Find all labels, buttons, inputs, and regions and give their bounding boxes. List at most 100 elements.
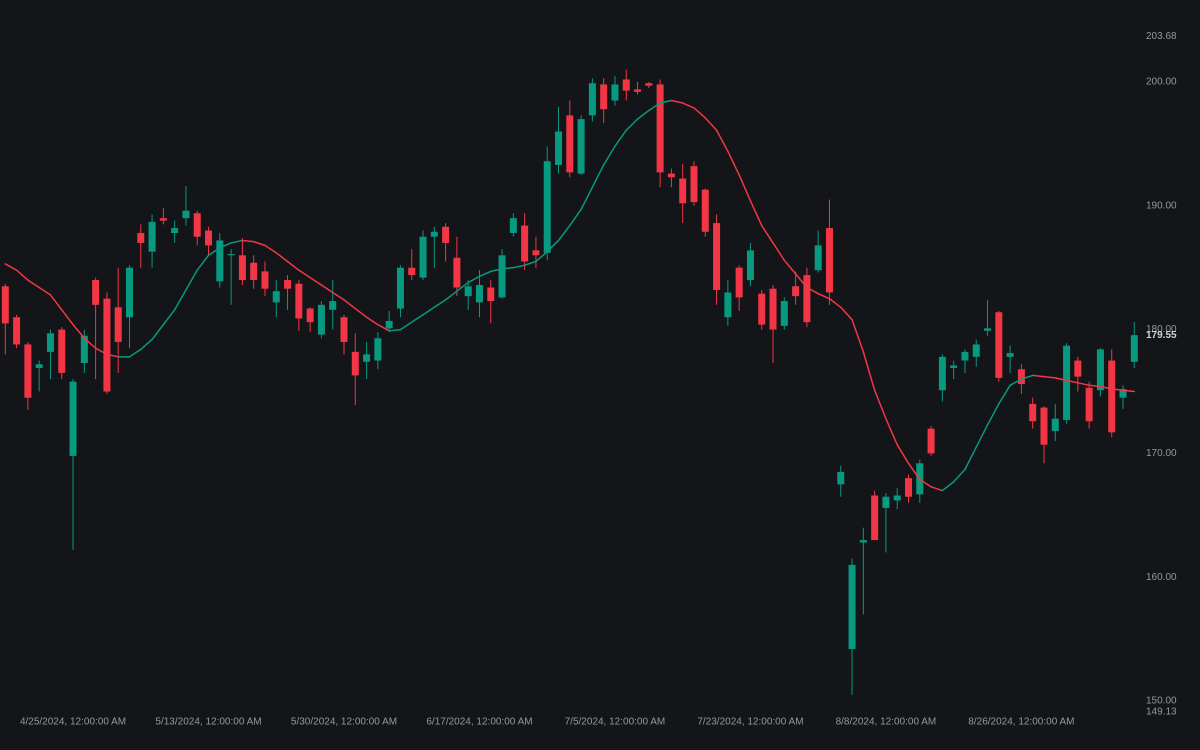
moving-average-segment	[659, 99, 673, 104]
candle-body	[938, 356, 946, 391]
moving-average-segment	[523, 260, 537, 266]
candle-body	[148, 221, 156, 252]
candle-body	[622, 79, 630, 91]
candle-body	[984, 328, 992, 331]
candle-body	[859, 540, 867, 543]
moving-average-segment	[885, 417, 898, 446]
moving-average-segment	[693, 107, 707, 119]
candle-body	[611, 84, 619, 101]
candle-body	[1006, 353, 1014, 357]
candle-body	[351, 351, 359, 376]
candle-body	[419, 236, 427, 278]
candle-body	[182, 210, 190, 219]
candle-body	[453, 257, 461, 288]
moving-average-segment	[794, 273, 808, 289]
moving-average-segment	[49, 294, 63, 311]
moving-average-segment	[738, 174, 752, 202]
moving-average-segment	[128, 348, 142, 358]
moving-average-segment	[106, 353, 119, 358]
last-price-label: 179.55	[1146, 330, 1177, 341]
moving-average-segment	[320, 284, 334, 294]
moving-average-segment	[94, 347, 108, 356]
moving-average-segment	[275, 252, 289, 263]
moving-average-segment	[83, 337, 97, 349]
moving-average-segment	[467, 275, 481, 284]
y-tick-label: 190.00	[1146, 200, 1177, 211]
x-tick-label: 8/8/2024, 12:00:00 AM	[836, 717, 937, 728]
candle-body	[905, 478, 912, 497]
moving-average-segment	[952, 468, 966, 483]
moving-average-segment	[422, 306, 436, 316]
candle-body	[306, 308, 314, 323]
candle-body	[1063, 345, 1071, 420]
moving-average-segment	[241, 239, 255, 243]
candle-body	[442, 226, 450, 243]
moving-average-segment	[535, 250, 548, 263]
candle-body	[893, 495, 901, 501]
moving-average-segment	[783, 259, 797, 275]
x-tick-label: 6/17/2024, 12:00:00 AM	[426, 717, 532, 728]
candle-body	[363, 354, 371, 362]
moving-average-segment	[862, 351, 876, 392]
candle-body	[329, 301, 337, 310]
y-tick-label: 203.68	[1146, 31, 1177, 42]
candle-body	[555, 131, 563, 165]
candle-body	[645, 83, 653, 86]
candle-body	[961, 351, 969, 361]
moving-average-segment	[998, 384, 1011, 405]
candle-body	[1051, 418, 1059, 432]
moving-average-segment	[252, 240, 266, 247]
candle-body	[837, 471, 845, 485]
candle-body	[171, 228, 179, 234]
candle-body	[159, 218, 167, 221]
candle-body	[679, 178, 687, 204]
moving-average-segment	[1077, 382, 1090, 387]
candle-body	[69, 381, 77, 456]
candle-body	[498, 255, 506, 298]
candle-body	[374, 338, 382, 361]
moving-average-segment	[648, 102, 661, 112]
candle-body	[114, 307, 122, 342]
candle-body	[577, 119, 585, 174]
moving-average-segment	[15, 269, 29, 281]
moving-average-segment	[930, 486, 944, 492]
moving-average-segment	[919, 478, 932, 488]
moving-average-segment	[207, 247, 221, 257]
moving-average-segment	[704, 117, 718, 132]
moving-average-segment	[760, 224, 774, 244]
candle-body	[396, 267, 404, 309]
moving-average-segment	[828, 297, 842, 309]
moving-average-segment	[975, 424, 989, 448]
candle-body	[1, 286, 9, 324]
candle-body	[588, 83, 596, 116]
candle-body	[950, 365, 958, 368]
candle-body	[871, 495, 879, 541]
moving-average-segment	[1122, 389, 1136, 393]
moving-average-segment	[715, 129, 729, 153]
candle-body	[475, 285, 483, 303]
candle-body	[284, 280, 292, 289]
moving-average-segment	[670, 99, 684, 104]
candle-body	[780, 301, 788, 326]
moving-average-segment	[444, 290, 458, 301]
moving-average-segment	[569, 208, 582, 227]
moving-average-segment	[38, 286, 52, 296]
candle-body	[1029, 403, 1037, 422]
moving-average-segment	[219, 242, 232, 249]
moving-average-segment	[365, 316, 379, 326]
moving-average-segment	[614, 129, 627, 148]
moving-average-segment	[433, 299, 447, 309]
y-tick-label: 180.00	[1146, 324, 1177, 335]
candle-body	[792, 286, 800, 297]
moving-average-segment	[377, 323, 390, 332]
candle-body	[927, 428, 935, 454]
moving-average-segment	[1020, 374, 1034, 380]
moving-average-segment	[490, 268, 503, 273]
x-tick-label: 7/23/2024, 12:00:00 AM	[697, 717, 803, 728]
moving-average-segment	[162, 309, 176, 326]
y-tick-label: 160.00	[1146, 572, 1177, 583]
candle-body	[35, 364, 43, 368]
moving-average-segment	[478, 270, 492, 278]
moving-average-segment	[546, 239, 560, 253]
candle-body	[103, 298, 111, 392]
